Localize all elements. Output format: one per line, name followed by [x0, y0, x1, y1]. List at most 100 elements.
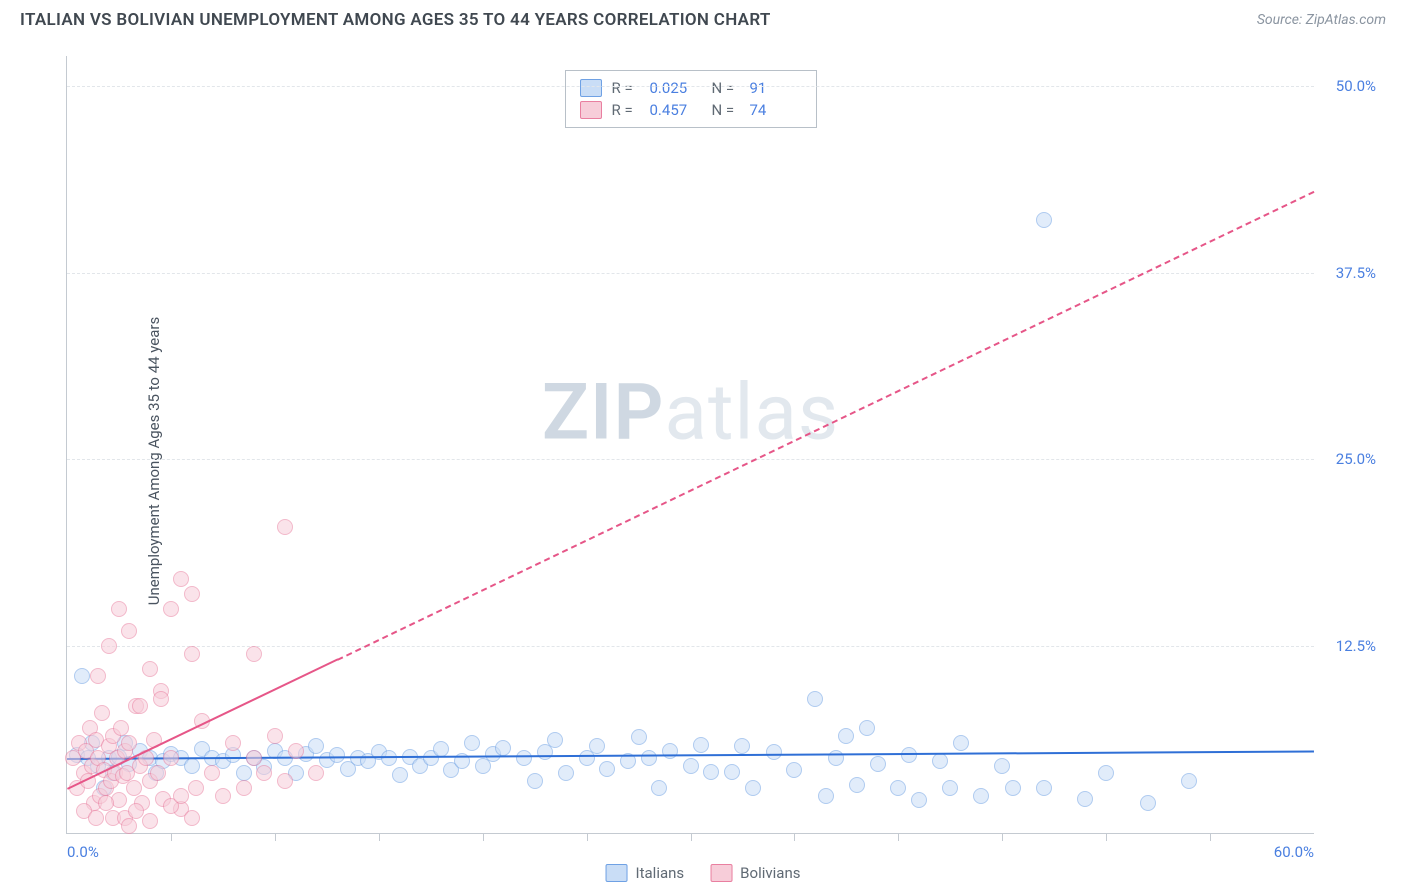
scatter-point — [870, 756, 886, 772]
r-value: 0.025 — [650, 79, 702, 97]
scatter-point — [703, 764, 719, 780]
scatter-point — [838, 728, 854, 744]
scatter-point — [111, 601, 127, 617]
scatter-point — [1005, 780, 1021, 796]
scatter-point — [184, 586, 200, 602]
scatter-point — [184, 810, 200, 826]
scatter-point — [381, 750, 397, 766]
scatter-point — [90, 668, 106, 684]
scatter-point — [101, 638, 117, 654]
scatter-point — [1140, 795, 1156, 811]
y-tick-label: 25.0% — [1336, 450, 1376, 468]
scatter-point — [215, 788, 231, 804]
watermark: ZIPatlas — [542, 368, 839, 459]
legend-swatch — [710, 864, 732, 882]
scatter-point — [94, 705, 110, 721]
r-label: R = — [612, 101, 640, 119]
scatter-point — [267, 728, 283, 744]
scatter-point — [631, 729, 647, 745]
scatter-point — [277, 773, 293, 789]
x-tick-mark — [691, 833, 692, 841]
x-tick-mark — [275, 833, 276, 841]
scatter-point — [911, 792, 927, 808]
scatter-point — [173, 571, 189, 587]
scatter-point — [890, 780, 906, 796]
scatter-point — [246, 646, 262, 662]
x-tick-label: 60.0% — [1274, 843, 1314, 861]
scatter-point — [807, 691, 823, 707]
scatter-point — [1181, 773, 1197, 789]
x-tick-mark — [587, 833, 588, 841]
scatter-point — [225, 735, 241, 751]
scatter-point — [589, 738, 605, 754]
x-tick-mark — [794, 833, 795, 841]
gridline — [67, 459, 1314, 460]
scatter-point — [516, 750, 532, 766]
scatter-point — [126, 780, 142, 796]
x-tick-mark — [379, 833, 380, 841]
scatter-point — [734, 738, 750, 754]
chart-container: Unemployment Among Ages 35 to 44 years Z… — [20, 40, 1386, 882]
scatter-point — [163, 601, 179, 617]
series-legend: ItaliansBolivians — [606, 864, 801, 882]
x-tick-mark — [1106, 833, 1107, 841]
n-label: N = — [712, 79, 740, 97]
y-tick-label: 37.5% — [1336, 264, 1376, 282]
scatter-point — [277, 519, 293, 535]
legend-item: Italians — [606, 864, 685, 882]
scatter-point — [994, 758, 1010, 774]
scatter-point — [163, 750, 179, 766]
scatter-point — [121, 818, 137, 834]
scatter-point — [558, 765, 574, 781]
scatter-point — [308, 765, 324, 781]
scatter-point — [184, 758, 200, 774]
scatter-point — [153, 691, 169, 707]
scatter-point — [113, 720, 129, 736]
source-attribution: Source: ZipAtlas.com — [1257, 12, 1386, 28]
r-label: R = — [612, 79, 640, 97]
scatter-point — [1098, 765, 1114, 781]
scatter-point — [547, 732, 563, 748]
scatter-point — [1036, 212, 1052, 228]
scatter-point — [184, 646, 200, 662]
scatter-point — [188, 780, 204, 796]
plot-area: ZIPatlas R =0.025N =91R =0.457N =74 12.5… — [66, 56, 1314, 834]
r-value: 0.457 — [650, 101, 702, 119]
scatter-point — [88, 810, 104, 826]
scatter-point — [973, 788, 989, 804]
scatter-point — [599, 761, 615, 777]
gridline — [67, 273, 1314, 274]
scatter-point — [1077, 791, 1093, 807]
scatter-point — [953, 735, 969, 751]
scatter-point — [693, 737, 709, 753]
scatter-point — [766, 744, 782, 760]
y-tick-label: 50.0% — [1336, 77, 1376, 95]
scatter-point — [901, 747, 917, 763]
scatter-point — [74, 668, 90, 684]
x-tick-mark — [1002, 833, 1003, 841]
scatter-point — [786, 762, 802, 778]
scatter-point — [256, 765, 272, 781]
scatter-point — [942, 780, 958, 796]
x-tick-mark — [483, 833, 484, 841]
chart-title: ITALIAN VS BOLIVIAN UNEMPLOYMENT AMONG A… — [20, 10, 771, 30]
scatter-point — [932, 753, 948, 769]
scatter-point — [121, 623, 137, 639]
scatter-point — [859, 720, 875, 736]
n-value: 91 — [750, 79, 802, 97]
scatter-point — [98, 795, 114, 811]
scatter-point — [641, 750, 657, 766]
x-tick-label: 0.0% — [67, 843, 99, 861]
legend-label: Italians — [636, 864, 685, 882]
y-tick-label: 12.5% — [1336, 637, 1376, 655]
scatter-point — [236, 765, 252, 781]
scatter-point — [204, 765, 220, 781]
scatter-point — [142, 813, 158, 829]
x-tick-mark — [898, 833, 899, 841]
stats-legend-row: R = 0.025 N = 91 — [580, 77, 802, 99]
trend-line — [337, 190, 1315, 660]
scatter-point — [683, 758, 699, 774]
legend-swatch — [580, 101, 602, 119]
scatter-point — [745, 780, 761, 796]
scatter-point — [392, 767, 408, 783]
